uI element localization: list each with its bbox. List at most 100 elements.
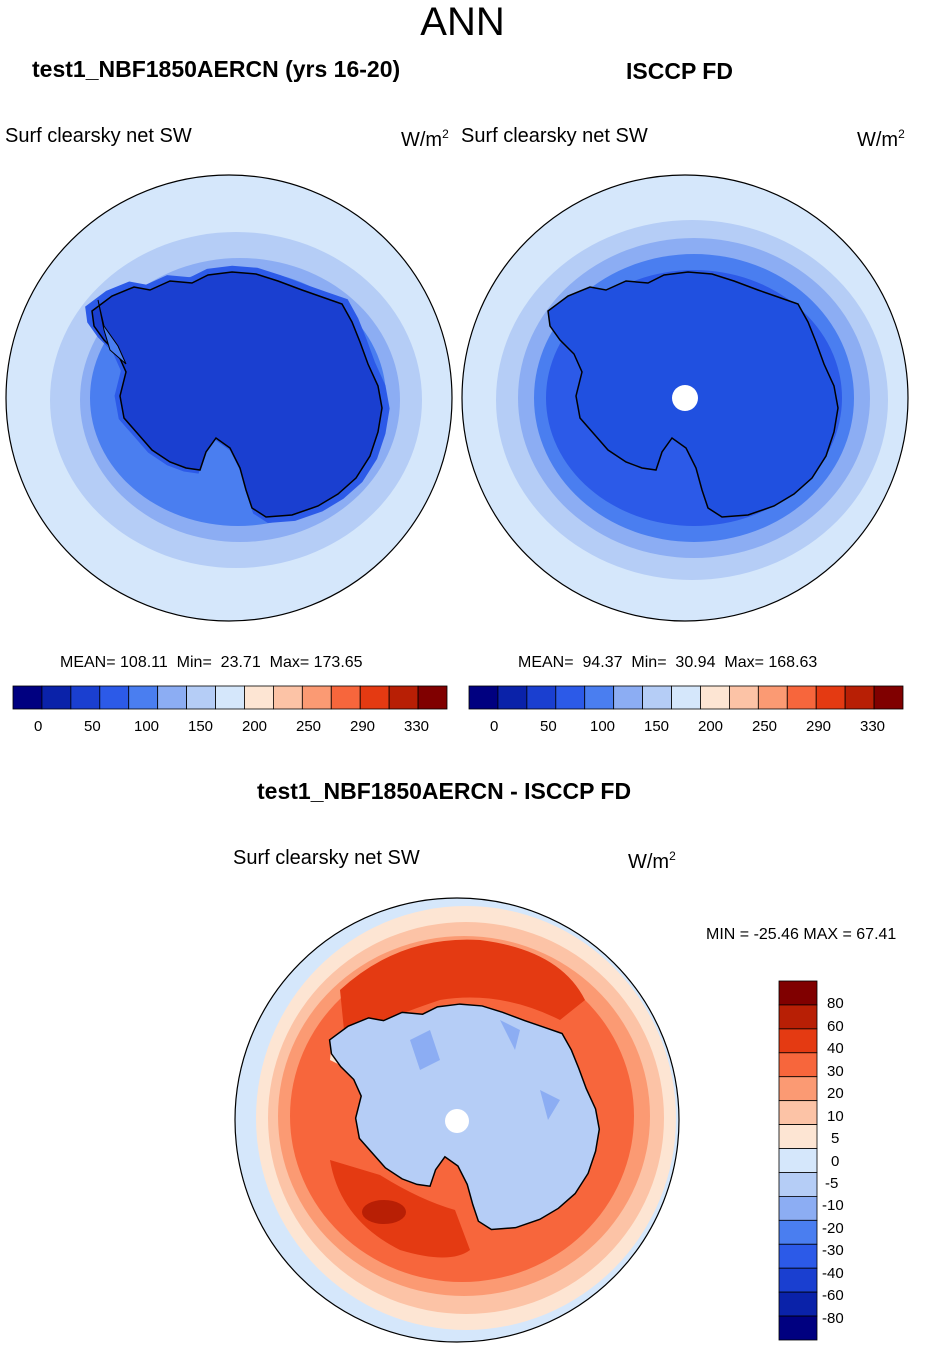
diff-colorbar-tick: 20	[827, 1085, 844, 1102]
obs-units-label: W/m2	[857, 127, 905, 151]
colorbar-swatch	[613, 685, 643, 710]
colorbar-swatch	[468, 685, 499, 710]
diff-colorbar-tick: -80	[822, 1310, 844, 1327]
obs-colorbar-tick: 330	[860, 718, 886, 735]
colorbar-swatch	[778, 1028, 818, 1054]
obs-stats: MEAN= 94.37 Min= 30.94 Max= 168.63	[518, 654, 818, 671]
model-colorbar-tick: 200	[242, 718, 268, 735]
colorbar-swatch	[12, 685, 43, 710]
colorbar-swatch	[330, 685, 361, 710]
obs-colorbar-tick: 250	[752, 718, 778, 735]
colorbar-swatch	[301, 685, 332, 710]
colorbar-swatch	[99, 685, 130, 710]
colorbar-swatch	[778, 980, 818, 1006]
colorbar-swatch	[417, 685, 448, 710]
diff-map-border	[234, 897, 680, 1343]
colorbar-swatch	[359, 685, 390, 710]
diff-colorbar	[778, 980, 818, 1341]
diff-colorbar-tick: -40	[822, 1265, 844, 1282]
colorbar-swatch	[844, 685, 875, 710]
colorbar-swatch	[388, 685, 419, 710]
map-contour-band	[362, 1200, 406, 1224]
diff-colorbar-tick: -10	[822, 1197, 844, 1214]
diff-colorbar-tick: 0	[831, 1153, 840, 1170]
pole-hole	[445, 1109, 469, 1133]
colorbar-swatch	[128, 685, 159, 710]
colorbar-swatch	[778, 1315, 818, 1341]
model-map-border	[5, 174, 453, 622]
model-colorbar-tick: 330	[404, 718, 430, 735]
obs-variable-label: Surf clearsky net SW	[461, 125, 648, 147]
model-stats: MEAN= 108.11 Min= 23.71 Max= 173.65	[60, 654, 363, 671]
colorbar-swatch	[757, 685, 788, 710]
colorbar-swatch	[778, 1076, 818, 1102]
obs-colorbar-tick: 150	[644, 718, 670, 735]
diff-colorbar-tick: -30	[822, 1242, 844, 1259]
peninsula-coast	[97, 299, 127, 365]
diff-variable-label: Surf clearsky net SW	[233, 847, 420, 869]
model-colorbar-tick: 100	[134, 718, 160, 735]
obs-map	[462, 175, 908, 621]
colorbar-swatch	[526, 685, 557, 710]
colorbar-swatch	[584, 685, 615, 710]
obs-colorbar-tick: 50	[540, 718, 557, 735]
obs-colorbar-tick: 290	[806, 718, 832, 735]
colorbar-swatch	[778, 1124, 818, 1149]
colorbar-swatch	[671, 685, 701, 710]
obs-colorbar-tick: 0	[490, 718, 499, 735]
colorbar-swatch	[778, 1172, 818, 1197]
colorbar-swatch	[786, 685, 817, 710]
diff-colorbar-tick: 5	[831, 1130, 840, 1147]
diff-min-max: MIN = -25.46 MAX = 67.41	[706, 926, 897, 943]
map-contour-band	[340, 939, 585, 1040]
colorbar-swatch	[728, 685, 759, 710]
diff-panel-title: test1_NBF1850AERCN - ISCCP FD	[257, 778, 632, 804]
diff-colorbar-tick: 80	[827, 995, 844, 1012]
colorbar-swatch	[778, 1100, 818, 1125]
colorbar-swatch	[700, 685, 730, 710]
model-colorbar-tick: 50	[84, 718, 101, 735]
colorbar-swatch	[244, 685, 274, 710]
colorbar-swatch	[642, 685, 672, 710]
diff-colorbar-tick: 60	[827, 1018, 844, 1035]
model-map	[6, 175, 452, 621]
obs-panel-title: ISCCP FD	[626, 58, 733, 84]
model-colorbar-tick: 150	[188, 718, 214, 735]
diff-map	[235, 898, 679, 1342]
colorbar-swatch	[873, 685, 904, 710]
colorbar-swatch	[186, 685, 216, 710]
model-colorbar-tick: 290	[350, 718, 376, 735]
obs-colorbar-tick: 200	[698, 718, 724, 735]
model-colorbar-tick: 0	[34, 718, 43, 735]
colorbar-swatch	[41, 685, 72, 710]
figure-title: ANN	[420, 0, 505, 44]
pole-hole	[672, 385, 698, 411]
model-colorbar-tick: 250	[296, 718, 322, 735]
diff-colorbar-tick: -5	[825, 1175, 839, 1192]
model-colorbar	[12, 685, 448, 710]
diff-colorbar-tick: -60	[822, 1287, 844, 1304]
colorbar-swatch	[778, 1195, 818, 1221]
colorbar-swatch	[778, 1052, 818, 1078]
colorbar-swatch	[778, 1267, 818, 1293]
model-panel-title: test1_NBF1850AERCN (yrs 16-20)	[32, 56, 401, 82]
colorbar-swatch	[497, 685, 528, 710]
model-variable-label: Surf clearsky net SW	[5, 125, 192, 147]
obs-colorbar	[468, 685, 904, 710]
colorbar-swatch	[555, 685, 586, 710]
colorbar-swatch	[272, 685, 303, 710]
diff-colorbar-tick: 10	[827, 1108, 844, 1125]
colorbar-swatch	[70, 685, 101, 710]
colorbar-swatch	[157, 685, 187, 710]
diff-colorbar-tick: 30	[827, 1063, 844, 1080]
colorbar-swatch	[815, 685, 846, 710]
colorbar-swatch	[778, 1291, 818, 1317]
diff-units-label: W/m2	[628, 849, 676, 873]
colorbar-swatch	[215, 685, 245, 710]
colorbar-swatch	[778, 1219, 818, 1245]
diff-colorbar-tick: -20	[822, 1220, 844, 1237]
obs-map-border	[461, 174, 909, 622]
obs-colorbar-tick: 100	[590, 718, 616, 735]
diff-colorbar-tick: 40	[827, 1040, 844, 1057]
